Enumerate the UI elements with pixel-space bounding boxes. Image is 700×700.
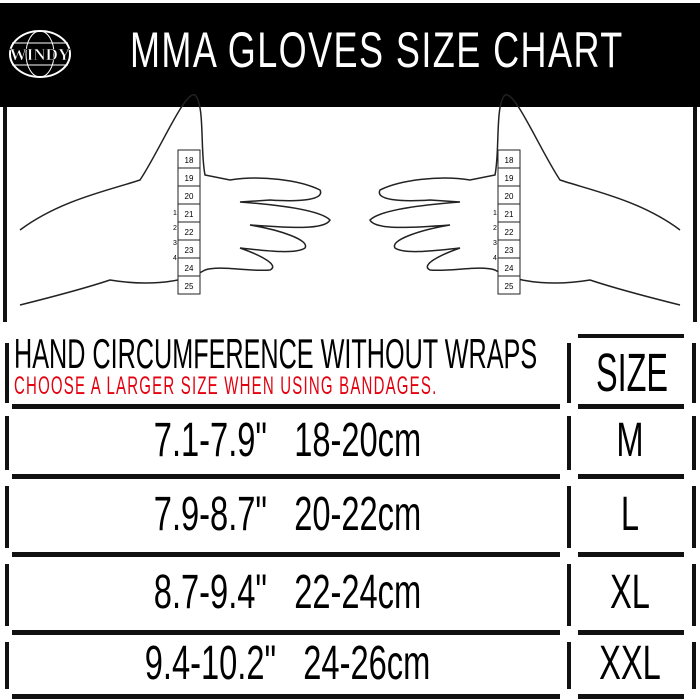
- size-cell: XL: [610, 566, 650, 619]
- tape-inner-number: 2: [173, 225, 177, 232]
- tape-number: 20: [505, 192, 514, 201]
- tape-inner-number: 4: [173, 255, 177, 262]
- divider: [578, 552, 684, 557]
- divider: [567, 486, 571, 548]
- divider: [578, 334, 684, 338]
- column-header-size: SIZE: [596, 343, 669, 403]
- column-header-circumference: HAND CIRCUMFERENCE WITHOUT WRAPS: [14, 330, 538, 377]
- size-cell: L: [620, 488, 640, 541]
- table-row: 9.4-10.2" 24-26cm XXL: [10, 634, 690, 697]
- tape-inner-number: 3: [493, 240, 497, 247]
- tape-number: 19: [185, 174, 194, 183]
- tape-inner-number: 1: [173, 210, 177, 217]
- left-hand-icon: [19, 94, 331, 306]
- divider: [578, 404, 684, 409]
- divider: [567, 343, 571, 403]
- header-bar: WINDY MMA GLOVES SIZE CHART: [0, 3, 700, 107]
- divider: [5, 642, 9, 689]
- frame-left: [3, 107, 7, 322]
- tape-number: 22: [185, 228, 194, 237]
- divider: [12, 630, 560, 635]
- size-cell: XXL: [599, 636, 661, 690]
- divider: [578, 474, 684, 479]
- table-row: 8.7-9.4" 22-24cm XL: [10, 556, 690, 634]
- divider: [692, 416, 696, 470]
- windy-logo: WINDY: [9, 30, 71, 78]
- divider: [12, 474, 560, 479]
- divider: [5, 416, 9, 470]
- tape-number: 23: [185, 246, 194, 255]
- tape-number: 20: [185, 192, 194, 201]
- divider: [578, 630, 684, 635]
- divider: [12, 552, 560, 557]
- tape-number: 18: [185, 156, 194, 165]
- divider: [692, 343, 696, 403]
- tape-number: 18: [505, 156, 514, 165]
- tape-number: 25: [505, 282, 514, 291]
- divider: [5, 486, 9, 548]
- page-title: MMA GLOVES SIZE CHART: [130, 22, 624, 78]
- divider: [567, 416, 571, 470]
- tape-segment: [177, 275, 201, 295]
- tape-inner-number: 2: [493, 225, 497, 232]
- divider: [12, 404, 560, 409]
- measurement-cell: 7.9-8.7" 20-22cm: [153, 488, 422, 541]
- tape-inner-number: 3: [173, 240, 177, 247]
- measurement-cell: 8.7-9.4" 22-24cm: [153, 566, 422, 619]
- divider: [692, 642, 696, 689]
- divider: [12, 694, 560, 699]
- tape-number: 21: [505, 210, 514, 219]
- frame-right: [693, 107, 697, 322]
- tape-number: 21: [185, 210, 194, 219]
- tape-inner-number: 4: [493, 255, 497, 262]
- bandages-note: CHOOSE A LARGER SIZE WHEN USING BANDAGES…: [14, 372, 438, 400]
- divider: [692, 486, 696, 548]
- tape-number: 22: [505, 228, 514, 237]
- tape-number: 24: [185, 264, 194, 273]
- divider: [5, 564, 9, 626]
- divider: [578, 694, 684, 699]
- tape-inner-number: 1: [493, 210, 497, 217]
- measurement-cell: 9.4-10.2" 24-26cm: [144, 636, 431, 690]
- tape-number: 25: [185, 282, 194, 291]
- table-row: 7.1-7.9" 18-20cm M: [10, 408, 690, 478]
- measurement-cell: 7.1-7.9" 18-20cm: [153, 414, 422, 467]
- size-cell: M: [616, 414, 644, 467]
- divider: [692, 564, 696, 626]
- tape-number: 24: [505, 264, 514, 273]
- divider: [567, 564, 571, 626]
- right-hand-icon: [369, 94, 681, 306]
- tape-number: 23: [505, 246, 514, 255]
- tape-segment: [497, 275, 521, 295]
- tape-number: 19: [505, 174, 514, 183]
- table-row: 7.9-8.7" 20-22cm L: [10, 478, 690, 556]
- svg-text:WINDY: WINDY: [10, 45, 70, 64]
- divider: [5, 343, 9, 403]
- divider: [567, 642, 571, 689]
